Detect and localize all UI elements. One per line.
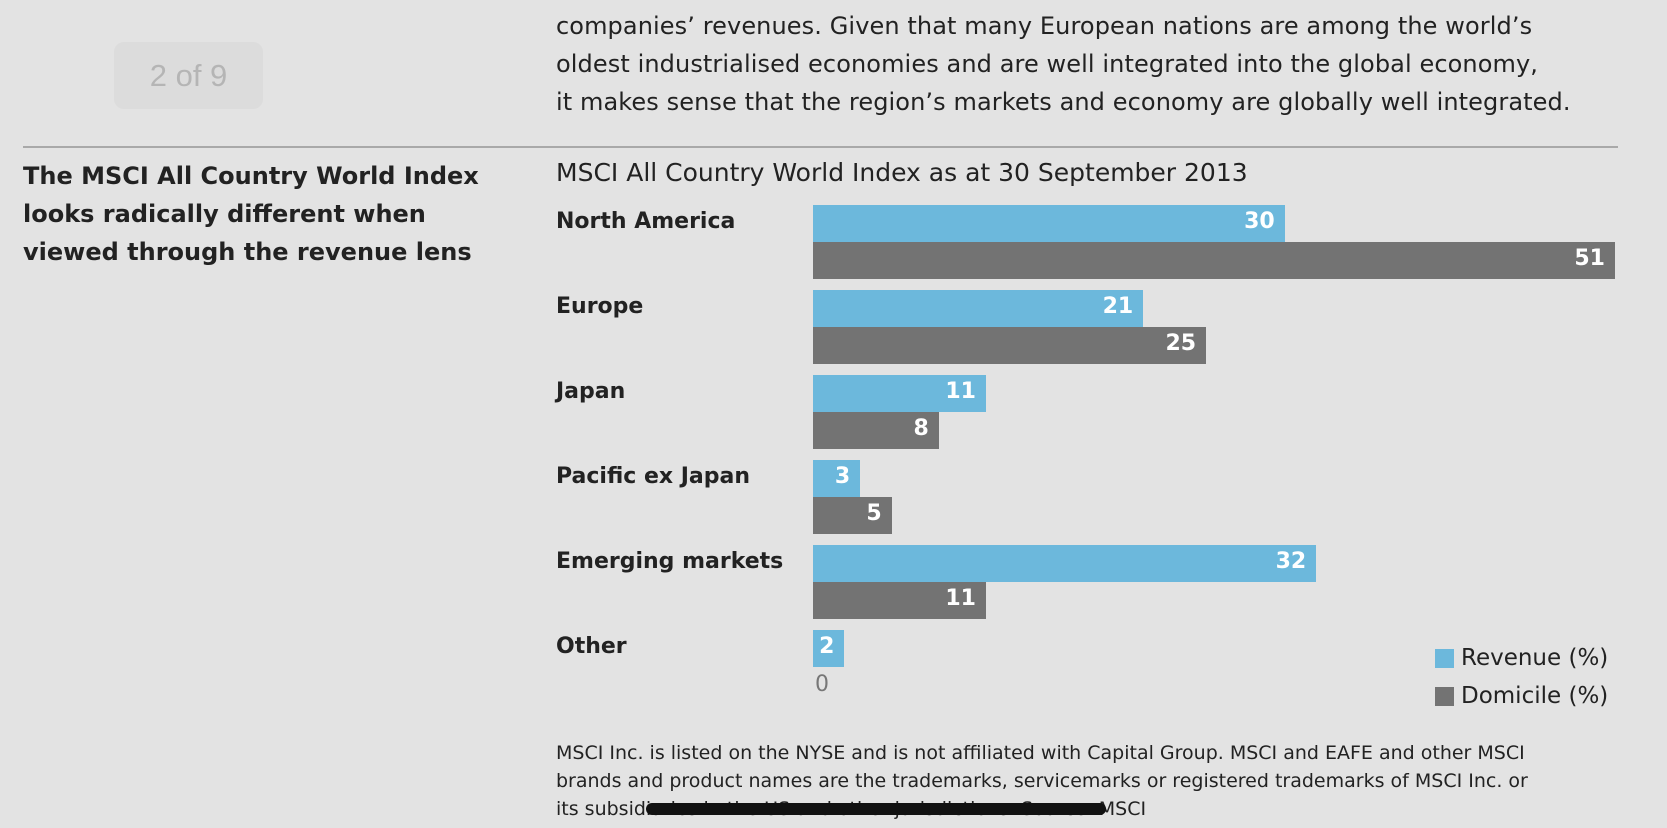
category-label: Other xyxy=(556,634,627,659)
page-indicator: 2 of 9 xyxy=(114,42,263,109)
bar-value-label: 3 xyxy=(834,464,851,489)
category-label: Japan xyxy=(556,379,626,404)
bar-value-label: 2 xyxy=(819,634,835,659)
intro-line-3: it makes sense that the region’s markets… xyxy=(556,88,1571,116)
axis-zero-label: 0 xyxy=(815,672,829,697)
legend-label-revenue: Revenue (%) xyxy=(1461,645,1609,671)
legend-item-revenue: Revenue (%) xyxy=(1435,645,1608,671)
bar-value-label: 25 xyxy=(1165,331,1197,356)
revenue-bar: 11 xyxy=(813,375,986,412)
category-label: Emerging markets xyxy=(556,549,784,574)
category-label: Europe xyxy=(556,294,644,319)
category-label: North America xyxy=(556,209,736,234)
revenue-bar: 30 xyxy=(813,205,1285,242)
bar-value-label: 8 xyxy=(913,416,929,441)
side-heading-line-2: looks radically different when xyxy=(23,200,426,228)
intro-line-2: oldest industrialised economies and are … xyxy=(556,50,1539,78)
bar-value-label: 11 xyxy=(945,586,976,611)
legend-swatch-domicile xyxy=(1435,686,1454,706)
bar-value-label: 5 xyxy=(866,501,882,526)
revenue-bar: 32 xyxy=(813,545,1317,582)
domicile-bar: 51 xyxy=(813,242,1615,279)
domicile-bar: 25 xyxy=(813,327,1207,364)
bar-value-label: 11 xyxy=(945,379,976,404)
domicile-bar: 5 xyxy=(813,497,892,534)
side-heading-line-3: viewed through the revenue lens xyxy=(23,238,472,266)
legend-label-domicile: Domicile (%) xyxy=(1461,683,1609,709)
legend-item-domicile: Domicile (%) xyxy=(1435,683,1608,709)
side-heading-line-1: The MSCI All Country World Index xyxy=(23,162,479,190)
revenue-bar: 3 xyxy=(813,460,861,497)
footnote-line-2: brands and product names are the tradema… xyxy=(556,770,1528,792)
bar-value-label: 30 xyxy=(1244,209,1275,234)
revenue-bar: 2 xyxy=(813,630,845,667)
chart-title: MSCI All Country World Index as at 30 Se… xyxy=(556,158,1248,187)
category-label: Pacific ex Japan xyxy=(556,464,751,489)
footnote-line-1: MSCI Inc. is listed on the NYSE and is n… xyxy=(556,742,1525,764)
redaction-mark xyxy=(646,803,1106,815)
domicile-bar: 11 xyxy=(813,582,986,619)
intro-line-1: companies’ revenues. Given that many Eur… xyxy=(556,12,1533,40)
bar-value-label: 51 xyxy=(1574,246,1605,271)
revenue-bar: 21 xyxy=(813,290,1144,327)
bar-value-label: 32 xyxy=(1275,549,1307,574)
legend-swatch-revenue xyxy=(1435,648,1454,668)
bar-value-label: 21 xyxy=(1102,294,1134,319)
section-divider xyxy=(23,146,1618,148)
domicile-bar: 8 xyxy=(813,412,939,449)
